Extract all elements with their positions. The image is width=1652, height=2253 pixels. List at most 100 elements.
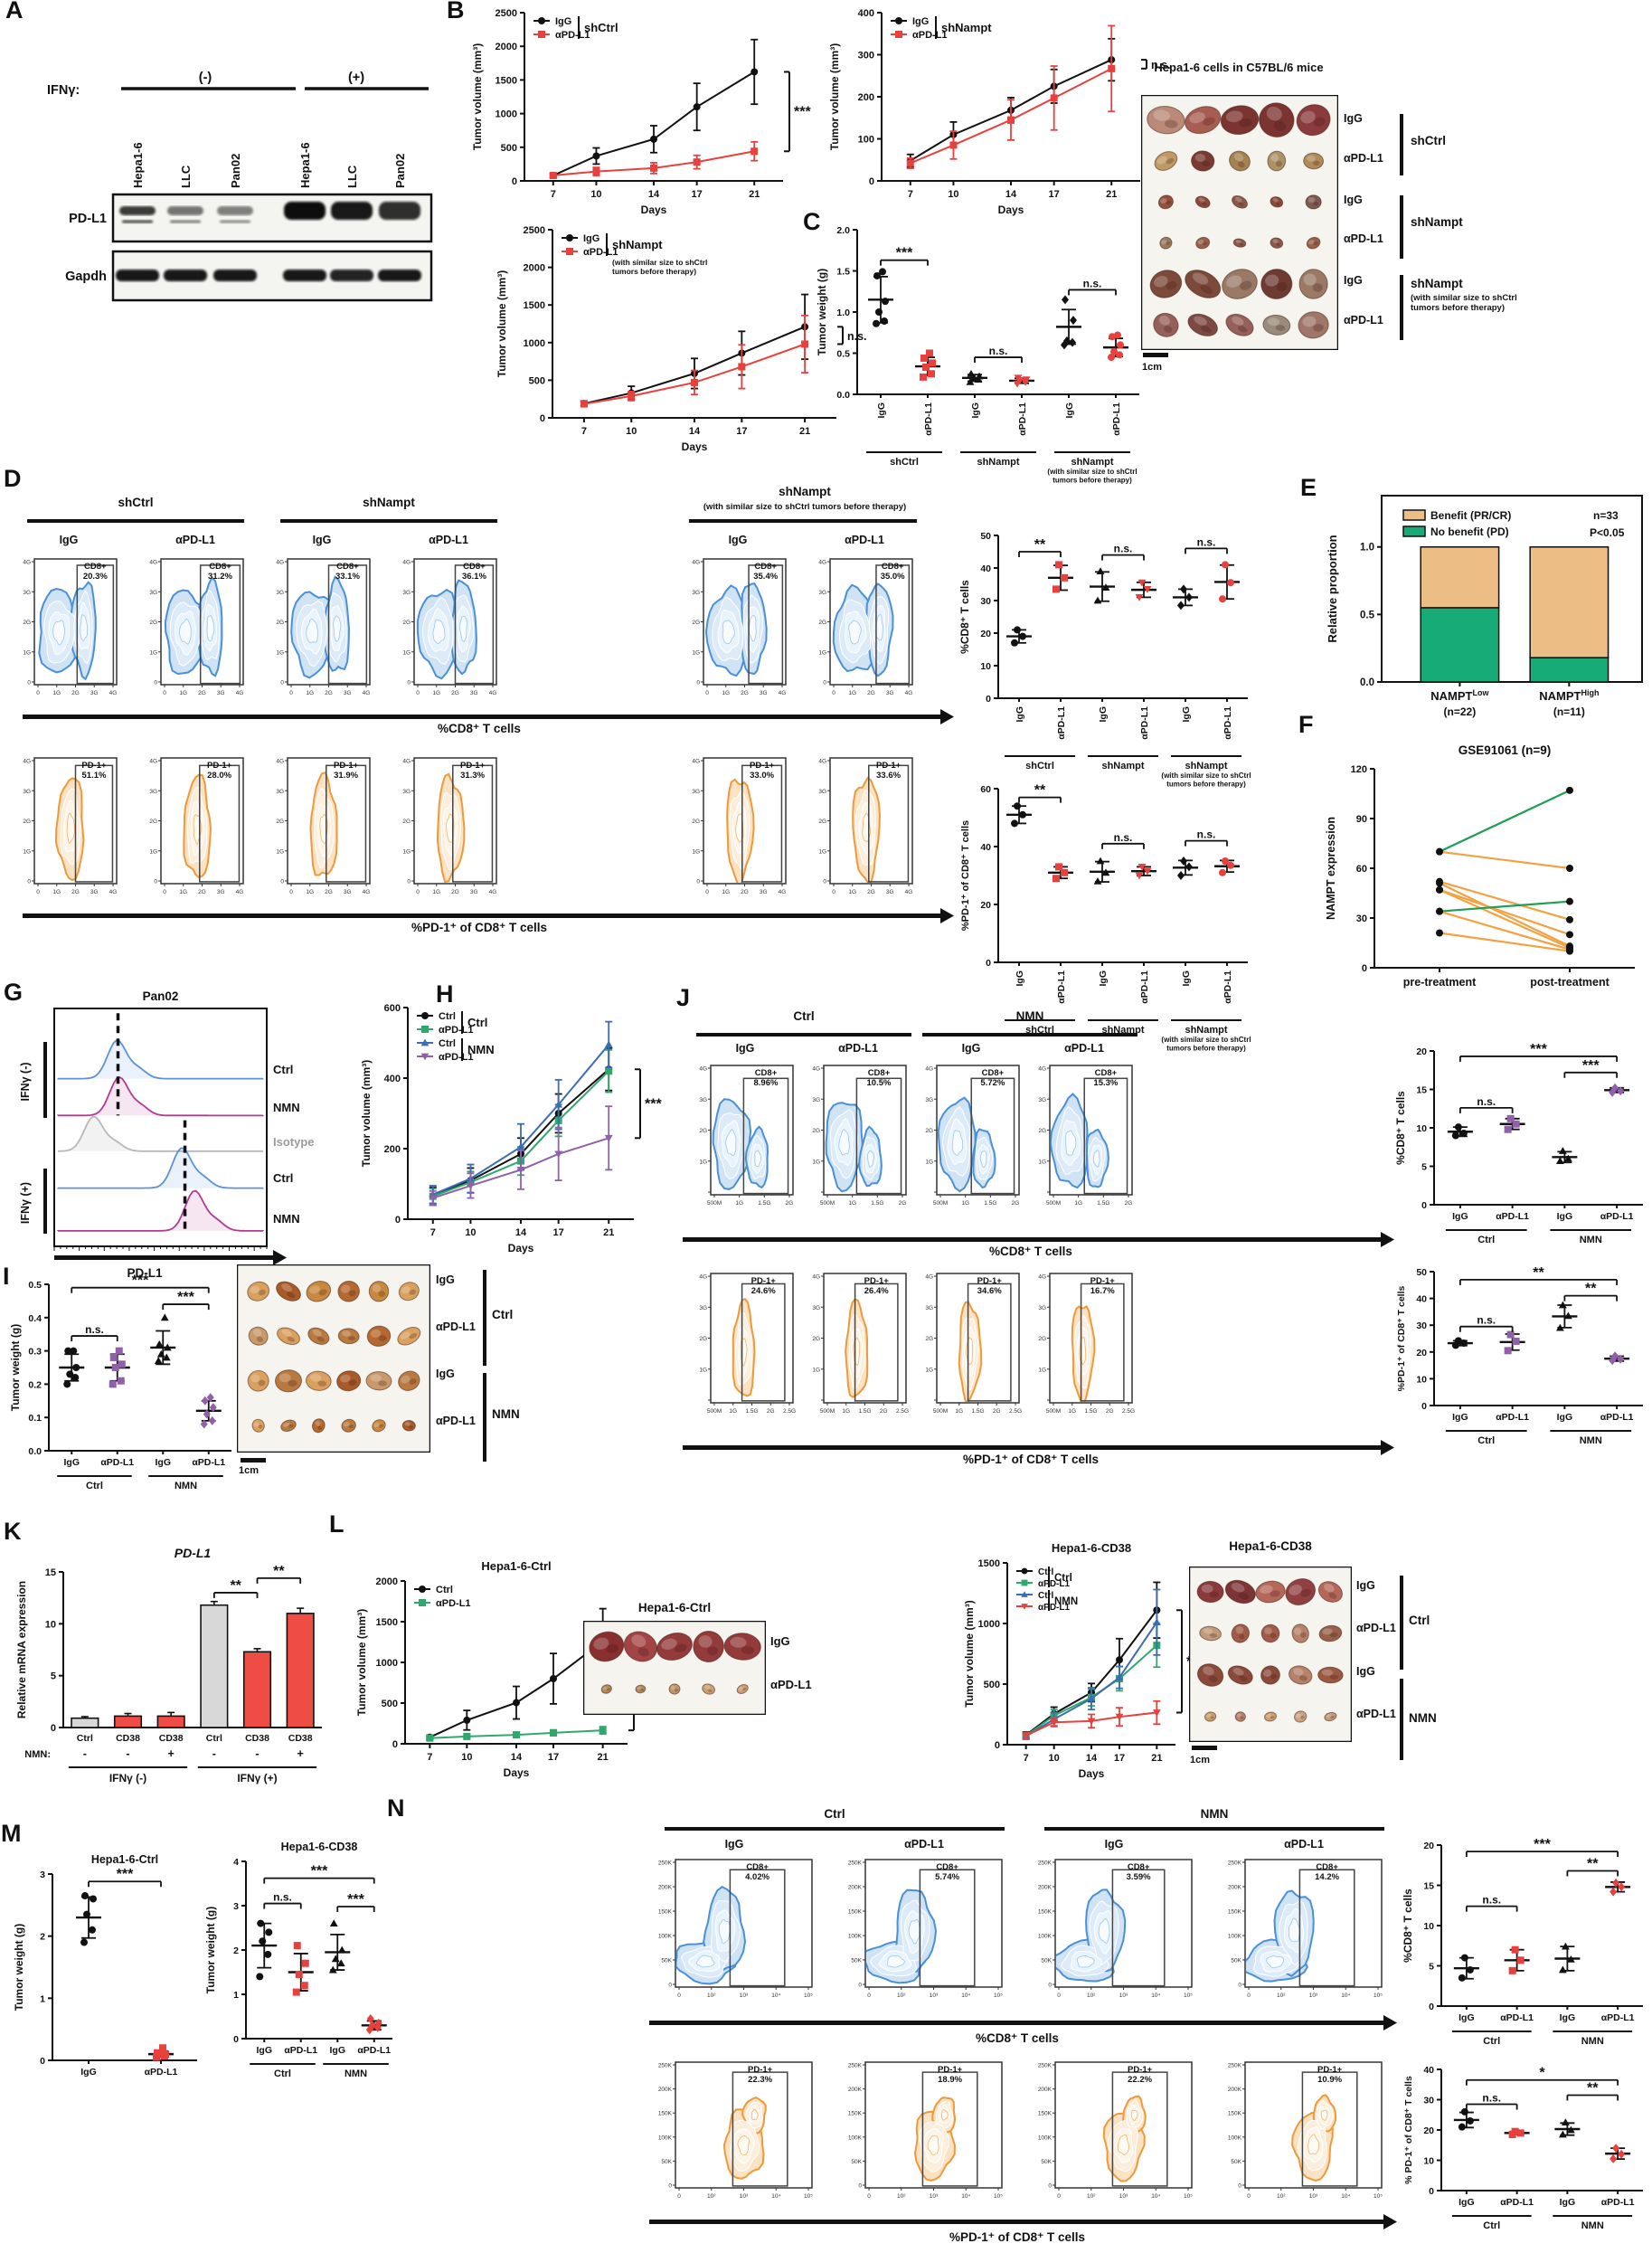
l2-photos-row-igg-1: IgG [1356, 1579, 1375, 1592]
svg-text:40: 40 [980, 842, 991, 853]
svg-text:1.5: 1.5 [836, 267, 850, 278]
n-pd1-percent-scatter: 0 10 20 30 40 % PD-1⁺ of CD8⁺ T cells IgG αPD-L… [1403, 2065, 1643, 2231]
svg-text:1.5G: 1.5G [758, 1200, 770, 1207]
svg-text:tumors before therapy): tumors before therapy) [1166, 1045, 1246, 1053]
svg-text:1G: 1G [149, 649, 157, 656]
svg-text:100K: 100K [658, 1934, 673, 1940]
svg-text:0: 0 [1238, 2183, 1241, 2190]
svg-text:2G: 2G [699, 1128, 707, 1134]
panel-l-label: L [329, 1510, 345, 1538]
svg-text:4G: 4G [23, 560, 31, 566]
svg-text:250K: 250K [658, 1860, 673, 1867]
svg-text:4G: 4G [276, 759, 284, 765]
panel-a-western-blot: IFNγ: (-) (+) Hepa1-6 LLC Pan02 Hepa1-6 LLC Pan0… [47, 71, 433, 302]
svg-text:10⁵: 10⁵ [994, 1993, 1003, 1999]
svg-text:2G: 2G [786, 1200, 794, 1207]
j-col-apdl1-2: αPD-L1 [1064, 1042, 1104, 1055]
svg-text:7: 7 [1024, 1753, 1029, 1764]
svg-text:35.0%: 35.0% [881, 572, 905, 582]
svg-text:***: *** [1534, 1837, 1551, 1852]
svg-text:14: 14 [511, 1752, 523, 1763]
svg-text:2G: 2G [1125, 1200, 1133, 1207]
b-photos-row-apdl1-1: αPD-L1 [1344, 152, 1383, 165]
svg-text:IgG: IgG [1181, 970, 1192, 987]
g-bracket-ifng-minus [43, 1042, 47, 1118]
svg-text:100K: 100K [848, 1934, 863, 1940]
svg-text:50K: 50K [1041, 2159, 1052, 2165]
svg-text:120: 120 [1351, 764, 1367, 775]
h-photos-scale-label: 1cm [239, 1465, 260, 1476]
svg-text:10²: 10² [1277, 1993, 1286, 1999]
svg-text:10²: 10² [897, 1993, 906, 1999]
d-pd1-flow-row-5: PD-1+33.0% 4G 3G 2G 1G 00 1G 2G 3G 4G [692, 757, 787, 895]
svg-text:7: 7 [908, 189, 913, 200]
svg-text:50K: 50K [1041, 1958, 1052, 1964]
svg-text:21: 21 [603, 1227, 614, 1238]
svg-text:0: 0 [512, 176, 517, 187]
svg-text:1: 1 [40, 1993, 45, 2004]
svg-text:αPD-L1: αPD-L1 [1601, 2197, 1635, 2208]
svg-text:21: 21 [799, 426, 810, 437]
d-pd1-flow-row-1: PD-1+51.1% 4G 3G 2G 1G 00 1G 2G 3G 4G [23, 757, 118, 895]
svg-text:IgG: IgG [80, 2067, 97, 2078]
svg-text:αPD-L1: αPD-L1 [923, 402, 934, 436]
n-pd1-flow-row-4: PD-1+10.9% 250K 200K 150K 100K 50K 00 10² 10³ 10⁴… [1228, 2061, 1383, 2200]
svg-text:2.5G: 2.5G [1009, 1408, 1022, 1415]
svg-text:50K: 50K [851, 1958, 862, 1964]
svg-text:2G: 2G [867, 690, 875, 696]
svg-text:NMN: NMN [175, 1481, 197, 1491]
svg-text:αPD-L1: αPD-L1 [583, 247, 618, 258]
svg-text:0: 0 [1057, 2193, 1061, 2200]
svg-text:20: 20 [1416, 1348, 1427, 1358]
svg-text:n.s.: n.s. [1482, 1894, 1501, 1907]
svg-text:(with similar size to shCtrl: (with similar size to shCtrl [612, 258, 707, 267]
d-cd8-flow-row-3: CD8+33.1% 4G 3G 2G 1G 00 1G 2G 3G 4G [276, 558, 371, 696]
svg-text:1G: 1G [23, 848, 31, 855]
svg-text:500M: 500M [820, 1200, 835, 1207]
svg-text:***: *** [177, 1290, 194, 1305]
svg-text:4G: 4G [363, 889, 371, 895]
k-pdl1-mrna-bars: PD-L1 0 5 10 15 Relative mRNA expression Ctrl -… [15, 1546, 322, 1784]
svg-text:0: 0 [832, 889, 835, 895]
panel-a-label: A [5, 0, 24, 24]
svg-text:CD8+: CD8+ [84, 562, 107, 572]
svg-text:n.s.: n.s. [989, 345, 1008, 357]
svg-text:0: 0 [416, 690, 420, 696]
svg-text:20: 20 [1423, 1841, 1434, 1851]
svg-text:2G: 2G [692, 620, 700, 626]
svg-text:***: *** [1582, 1058, 1600, 1074]
svg-text:500: 500 [984, 1680, 1000, 1690]
j-cd8-flow-row-2: CD8+10.5% 4G 3G 2G 1G 500M 1G 1.5G 2G [812, 1065, 907, 1207]
svg-text:0: 0 [1247, 2193, 1251, 2200]
svg-text:2G: 2G [149, 620, 157, 626]
svg-text:PD-1+: PD-1+ [977, 1276, 1003, 1286]
svg-text:4G: 4G [905, 690, 913, 696]
svg-text:IgG: IgG [1458, 2197, 1475, 2208]
svg-text:30: 30 [980, 596, 991, 607]
svg-text:2G: 2G [812, 1128, 820, 1134]
svg-text:2G: 2G [925, 1336, 933, 1342]
svg-text:0: 0 [995, 1740, 1000, 1751]
svg-text:Relative proportion: Relative proportion [1326, 535, 1339, 642]
svg-text:IgG: IgG [1098, 970, 1109, 987]
svg-text:2G: 2G [276, 620, 284, 626]
svg-text:0: 0 [540, 413, 545, 424]
svg-text:0: 0 [1429, 2002, 1434, 2012]
svg-text:500M: 500M [1046, 1200, 1061, 1207]
svg-text:0: 0 [154, 680, 157, 686]
n-pd1-flow-row-1: PD-1+22.3% 250K 200K 150K 100K 50K 00 10² 10³ 10⁴… [658, 2061, 813, 2200]
svg-text:0: 0 [1048, 1983, 1052, 1989]
svg-text:Ctrl: Ctrl [1483, 2220, 1500, 2231]
svg-text:50K: 50K [661, 1958, 672, 1964]
h-photos-row-igg-2: IgG [436, 1368, 455, 1380]
svg-text:0.0: 0.0 [1360, 677, 1374, 688]
svg-text:3G: 3G [149, 590, 157, 596]
svg-text:0.0: 0.0 [28, 1446, 42, 1457]
svg-text:1G: 1G [722, 889, 730, 895]
svg-text:10: 10 [590, 189, 601, 200]
svg-text:1G: 1G [402, 649, 411, 656]
svg-text:0: 0 [858, 1983, 862, 1989]
svg-text:(with similar size to shCtrl: (with similar size to shCtrl [1161, 772, 1251, 780]
j-cd8-flow-row-1: CD8+8.96% 4G 3G 2G 1G 500M 1G 1.5G 2G [699, 1065, 794, 1207]
svg-text:Hepa1-6-CD38: Hepa1-6-CD38 [281, 1841, 358, 1853]
